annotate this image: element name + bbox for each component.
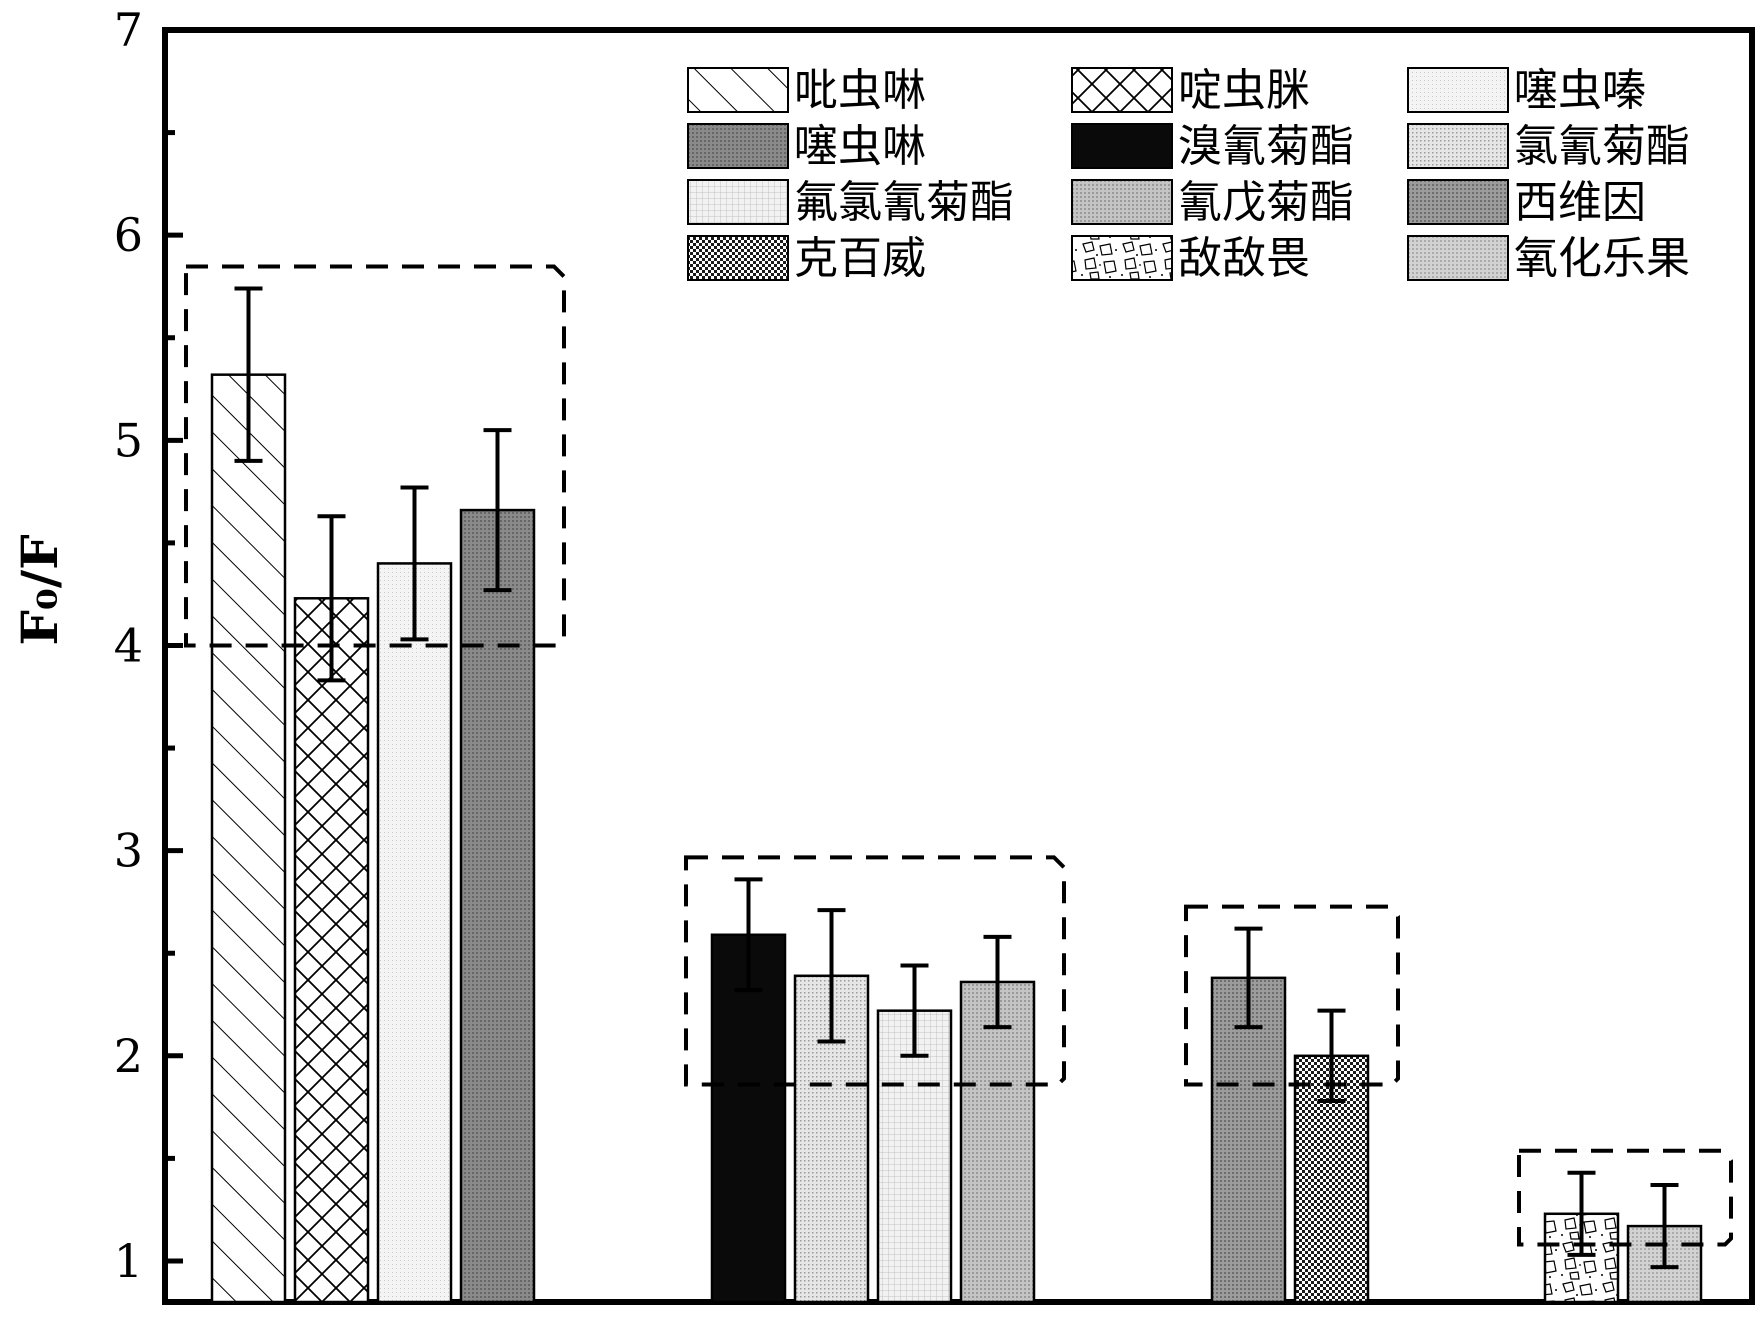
group-box-3 bbox=[1184, 904, 1400, 1087]
bar-7 bbox=[876, 1009, 953, 1304]
legend-label-1: 吡虫啉 bbox=[794, 65, 926, 116]
plot-frame bbox=[162, 27, 1755, 1305]
legend-label-5: 溴氰菊酯 bbox=[1178, 121, 1354, 172]
legend-swatch-4 bbox=[687, 123, 789, 169]
y-axis-label: F₀/F bbox=[10, 534, 69, 645]
y-tick-label: 1 bbox=[114, 1234, 143, 1288]
legend-label-8: 氰戊菊酯 bbox=[1178, 177, 1354, 228]
group-box-1 bbox=[184, 264, 566, 648]
legend-label-10: 克百威 bbox=[794, 233, 926, 284]
legend-swatch-2 bbox=[1071, 67, 1173, 113]
y-tick-label: 3 bbox=[114, 824, 143, 878]
bar-4 bbox=[459, 508, 536, 1304]
legend-label-7: 氟氯氰菊酯 bbox=[794, 177, 1014, 228]
legend-swatch-10 bbox=[687, 235, 789, 281]
y-tick-label: 6 bbox=[114, 208, 143, 262]
legend-label-2: 啶虫脒 bbox=[1178, 65, 1310, 116]
legend-swatch-8 bbox=[1071, 179, 1173, 225]
plot-layer: 1 2 3 4 5 6 7 bbox=[114, 3, 1755, 1305]
legend-label-6: 氯氰菊酯 bbox=[1514, 121, 1690, 172]
bar-2 bbox=[293, 597, 370, 1304]
bar-1 bbox=[210, 373, 287, 1304]
legend-label-11: 敌敌畏 bbox=[1178, 233, 1310, 284]
bar-9 bbox=[1210, 976, 1287, 1304]
bar-3 bbox=[376, 562, 453, 1304]
bar-8 bbox=[959, 980, 1036, 1304]
group-box-2 bbox=[684, 855, 1066, 1087]
legend-label-3: 噻虫嗪 bbox=[1514, 65, 1646, 116]
bar-5 bbox=[710, 933, 787, 1304]
group-box-4 bbox=[1517, 1148, 1733, 1247]
legend-label-12: 氧化乐果 bbox=[1514, 233, 1690, 284]
legend-swatch-1 bbox=[687, 67, 789, 113]
y-tick-label: 7 bbox=[114, 3, 143, 57]
legend-swatch-5 bbox=[1071, 123, 1173, 169]
y-tick-label: 2 bbox=[114, 1029, 143, 1083]
legend-swatch-7 bbox=[687, 179, 789, 225]
legend-label-9: 西维因 bbox=[1514, 177, 1646, 228]
legend-swatch-12 bbox=[1407, 235, 1509, 281]
legend-swatch-9 bbox=[1407, 179, 1509, 225]
legend-label-4: 噻虫啉 bbox=[794, 121, 926, 172]
legend-swatch-11 bbox=[1071, 235, 1173, 281]
y-tick-label: 4 bbox=[114, 618, 143, 672]
bar-11 bbox=[1543, 1212, 1620, 1304]
legend-swatch-3 bbox=[1407, 67, 1509, 113]
y-tick-label: 5 bbox=[114, 413, 143, 467]
legend-swatch-6 bbox=[1407, 123, 1509, 169]
